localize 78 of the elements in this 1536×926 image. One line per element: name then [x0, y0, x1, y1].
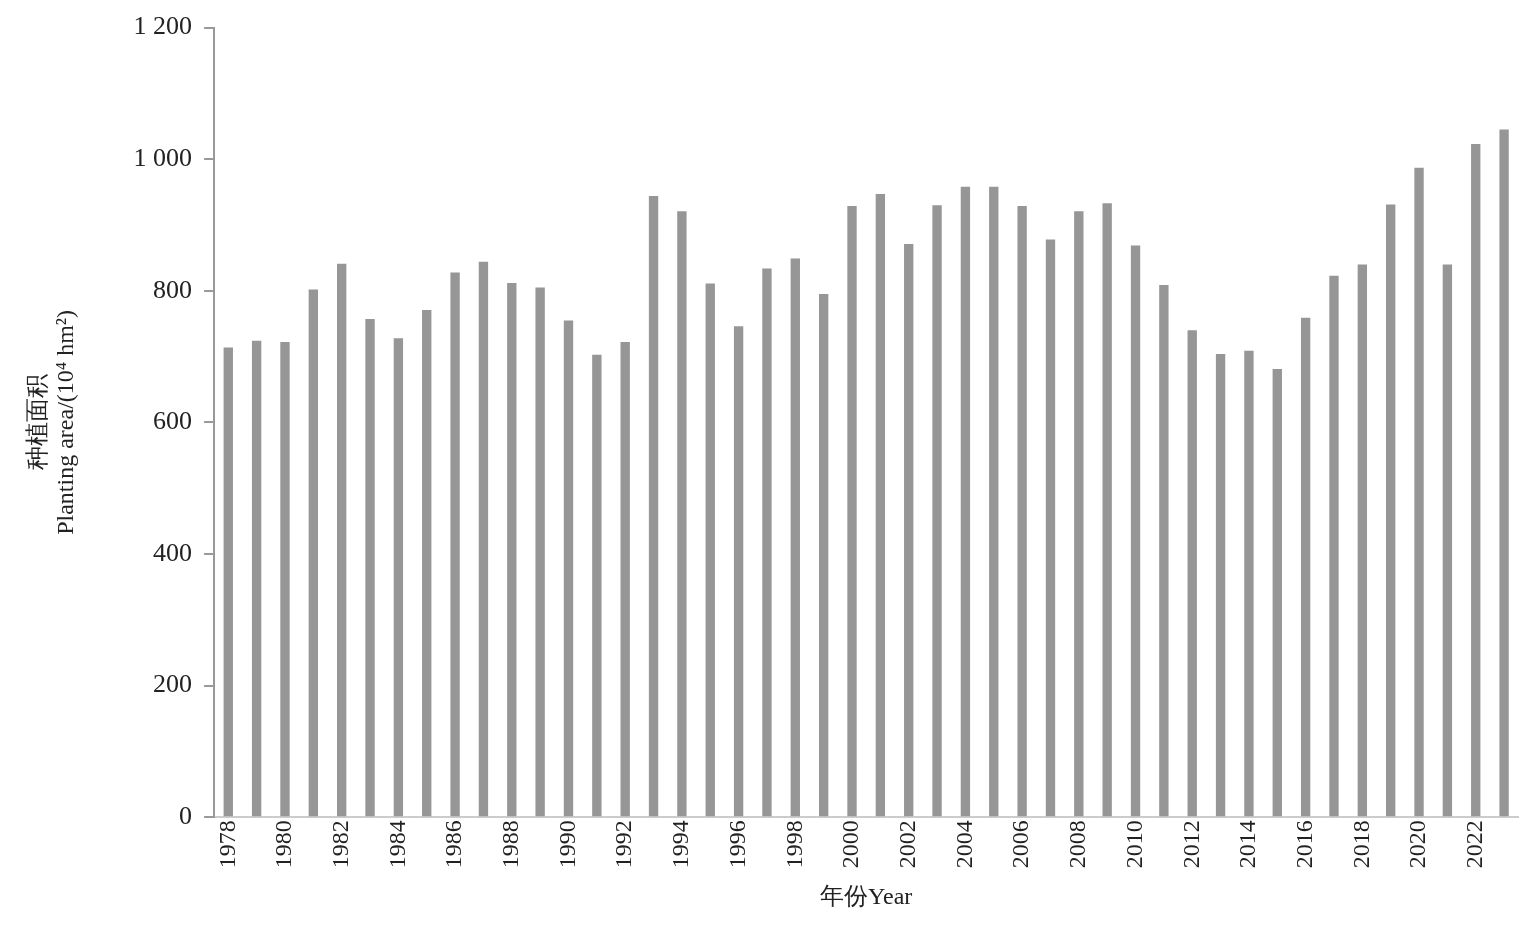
- bar: [932, 205, 942, 817]
- y-tick-label: 1 000: [133, 143, 193, 173]
- bar: [1017, 205, 1027, 817]
- x-tick-label: 1982: [326, 820, 353, 869]
- x-tick-label: 2010: [1120, 820, 1147, 869]
- bar: [1357, 264, 1368, 817]
- bar: [875, 194, 886, 817]
- bar: [1159, 284, 1169, 817]
- bar: [393, 338, 404, 817]
- x-tick-label: 2012: [1177, 820, 1204, 869]
- bar: [592, 354, 602, 817]
- y-tick-label: 800: [153, 274, 193, 304]
- bar: [450, 272, 460, 817]
- bar: [818, 294, 829, 817]
- y-tick-label: 400: [153, 537, 193, 567]
- bar: [1471, 144, 1481, 817]
- bar: [904, 244, 914, 817]
- bar: [1045, 239, 1056, 817]
- y-tick-label: 1 200: [133, 11, 193, 41]
- bar: [365, 319, 375, 817]
- x-tick-label: 2018: [1347, 820, 1374, 869]
- bar: [648, 196, 659, 817]
- x-tick-label: 1998: [780, 820, 807, 869]
- bar: [1187, 330, 1197, 817]
- bar: [1300, 317, 1311, 817]
- bar: [1074, 211, 1084, 817]
- bar: [1244, 350, 1254, 817]
- y-axis-title: 种植面积 Planting area/(10⁴ hm²): [23, 309, 79, 535]
- x-tick-label: 2022: [1461, 820, 1488, 869]
- bar: [1102, 203, 1112, 817]
- bar: [422, 309, 432, 817]
- x-tick-label: 1980: [270, 820, 297, 869]
- bar: [1272, 369, 1282, 817]
- bar: [337, 263, 347, 817]
- bar: [762, 268, 772, 817]
- x-tick-label: 1992: [610, 820, 637, 869]
- bar: [223, 347, 233, 817]
- x-tick-label: 2006: [1007, 820, 1034, 869]
- x-axis-title: 年份Year: [820, 882, 913, 909]
- bar: [1386, 204, 1396, 817]
- bar: [847, 205, 857, 817]
- x-tick-label: 1996: [723, 820, 750, 869]
- x-tick-label: 2016: [1290, 820, 1317, 869]
- y-tick-label: 200: [153, 669, 193, 699]
- x-tick-label: 2020: [1404, 820, 1431, 869]
- bar: [620, 342, 630, 817]
- x-tick-label: 1994: [667, 820, 694, 869]
- bar: [733, 326, 744, 817]
- bar: [790, 258, 800, 817]
- bar: [677, 211, 687, 817]
- bar: [507, 282, 517, 817]
- x-tick-label: 2002: [894, 820, 921, 869]
- bar: [960, 186, 971, 817]
- x-tick-label: 1990: [553, 820, 580, 869]
- bar: [1130, 245, 1141, 817]
- bar: [535, 287, 545, 817]
- x-tick-label: 1986: [440, 820, 467, 869]
- x-tick-label: 1984: [383, 820, 410, 869]
- bar: [989, 186, 999, 817]
- x-tick-label: 1978: [213, 820, 240, 869]
- bar: [1414, 167, 1424, 817]
- bar: [563, 320, 574, 817]
- x-tick-label: 2008: [1064, 820, 1091, 869]
- y-tick-label: 0: [179, 801, 193, 831]
- bar: [1442, 264, 1453, 817]
- bar: [1499, 129, 1509, 817]
- bar: [705, 283, 715, 817]
- bar: [251, 340, 262, 817]
- bar: [1215, 353, 1226, 817]
- y-tick-label: 600: [153, 406, 193, 436]
- bar: [280, 342, 290, 817]
- bar: [1329, 275, 1339, 817]
- bar: [308, 289, 319, 817]
- x-tick-label: 2000: [837, 820, 864, 869]
- x-tick-label: 2014: [1234, 820, 1261, 869]
- x-tick-label: 2004: [950, 820, 977, 869]
- bar: [478, 261, 489, 817]
- x-tick-label: 1988: [497, 820, 524, 869]
